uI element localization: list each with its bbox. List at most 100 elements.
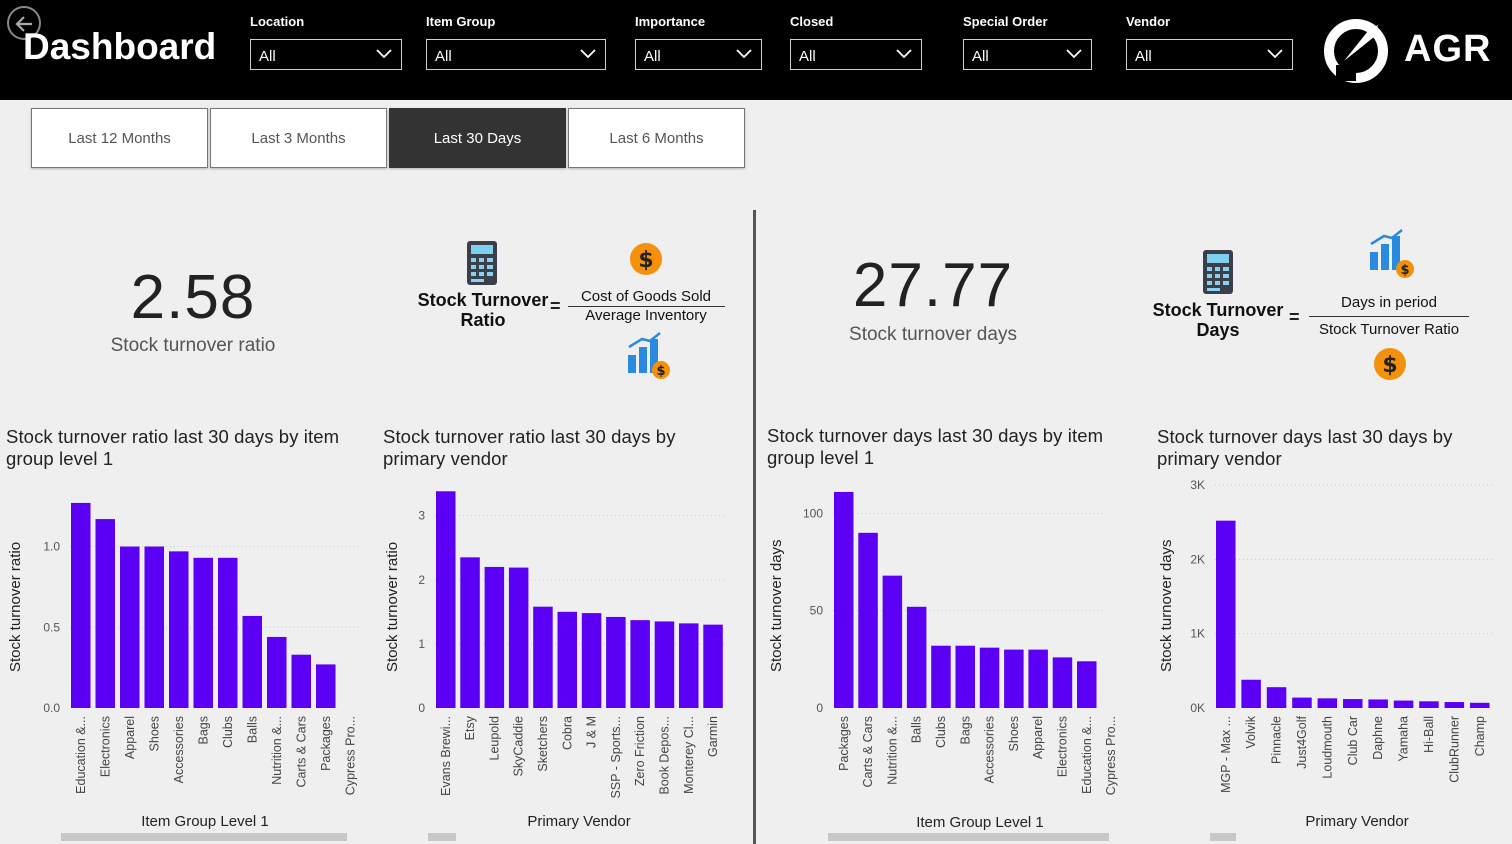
dropdown-value: All [435, 48, 452, 65]
bar[interactable] [1266, 687, 1287, 708]
bar[interactable] [436, 491, 456, 708]
bar[interactable] [1393, 700, 1414, 708]
chart-3-scrollbar[interactable] [828, 833, 1109, 841]
chevron-down-icon [896, 49, 912, 59]
dropdown-value: All [644, 48, 661, 65]
bar[interactable] [1077, 661, 1097, 708]
x-tick-label: Accessories [172, 716, 186, 783]
bar[interactable] [1368, 699, 1388, 708]
dropdown-value: All [972, 48, 989, 65]
chart-3-ylabel: Stock turnover days [768, 539, 785, 672]
bar[interactable] [931, 645, 951, 708]
bar[interactable] [606, 616, 626, 708]
formula-denominator: Stock Turnover Ratio [1318, 321, 1460, 338]
bar[interactable] [508, 567, 529, 708]
y-tick-label: 0.0 [43, 701, 60, 715]
bar[interactable] [144, 546, 165, 708]
kpi-ratio-value: 2.58 [130, 263, 256, 332]
bar[interactable] [679, 623, 699, 708]
importance-dropdown[interactable]: All [635, 39, 762, 70]
bar[interactable] [858, 532, 878, 708]
x-tick-label: MGP - Max ... [1219, 716, 1233, 793]
location-dropdown[interactable]: All [250, 39, 402, 70]
x-tick-label: Bags [196, 716, 210, 745]
dropdown-value: All [799, 48, 816, 65]
chevron-down-icon [736, 49, 752, 59]
y-tick-label: 50 [810, 604, 824, 618]
y-tick-label: 2 [418, 573, 425, 587]
bar[interactable] [630, 620, 650, 708]
bar[interactable] [1241, 679, 1261, 708]
back-button[interactable] [7, 6, 41, 40]
y-tick-label: 1K [1190, 627, 1205, 641]
chart-4-scrollbar[interactable] [1210, 833, 1236, 841]
bar[interactable] [460, 557, 480, 708]
bar[interactable] [703, 624, 723, 708]
bar[interactable] [1317, 698, 1338, 708]
bar[interactable] [1444, 702, 1465, 708]
formula-ratio-name: Stock Turnover Ratio [411, 290, 555, 330]
x-tick-label: Leupold [487, 716, 501, 761]
period-last-3-months[interactable]: Last 3 Months [210, 108, 387, 168]
equals-sign: = [550, 296, 561, 316]
filter-location: Location All [250, 14, 402, 70]
bar[interactable] [955, 645, 976, 708]
bar[interactable] [533, 606, 553, 708]
bar[interactable] [906, 606, 927, 708]
x-tick-label: Carts & Cars [861, 716, 875, 788]
svg-text:$: $ [638, 248, 653, 273]
x-tick-label: Nutrition &... [885, 716, 899, 785]
y-tick-label: 1.0 [43, 540, 60, 554]
title-line: Stock turnover days last 30 days by [1157, 426, 1453, 447]
bar[interactable] [1419, 701, 1439, 708]
bar[interactable] [193, 557, 214, 708]
filter-item-group: Item Group All [426, 14, 606, 70]
bar[interactable] [267, 636, 287, 708]
bar[interactable] [1470, 702, 1490, 708]
y-tick-label: 0K [1190, 701, 1205, 715]
title-line: Stock turnover days last 30 days by item [767, 425, 1104, 446]
formula-name-line: Days [1196, 320, 1240, 340]
period-last-30-days[interactable]: Last 30 Days [389, 108, 566, 168]
bar[interactable] [316, 664, 336, 708]
bar[interactable] [484, 566, 505, 708]
bar[interactable] [1292, 697, 1312, 708]
bar[interactable] [291, 654, 312, 708]
bar[interactable] [1343, 699, 1363, 708]
chart-1-scrollbar[interactable] [61, 833, 347, 841]
x-tick-label: Just4Golf [1295, 715, 1309, 768]
bar[interactable] [242, 615, 263, 708]
x-tick-label: Accessories [983, 716, 997, 783]
bar[interactable] [120, 546, 140, 708]
chart-4-xlabel: Primary Vendor [1305, 813, 1409, 830]
bar[interactable] [1216, 520, 1236, 708]
vendor-dropdown[interactable]: All [1126, 39, 1293, 70]
bar[interactable] [169, 551, 189, 708]
bar[interactable] [1004, 649, 1024, 708]
item-group-dropdown[interactable]: All [426, 39, 606, 70]
period-last-6-months[interactable]: Last 6 Months [568, 108, 745, 168]
bar[interactable] [882, 575, 903, 708]
bar[interactable] [654, 621, 675, 708]
y-tick-label: 3K [1190, 480, 1205, 492]
special-order-dropdown[interactable]: All [963, 39, 1092, 70]
x-tick-label: J & M [585, 716, 599, 748]
bar[interactable] [218, 557, 238, 708]
bar[interactable] [979, 647, 1000, 708]
bar[interactable] [95, 519, 116, 708]
arrow-left-icon [15, 16, 32, 32]
bar[interactable] [581, 613, 602, 708]
period-last-12-months[interactable]: Last 12 Months [31, 108, 208, 168]
agr-logo-icon [1324, 19, 1388, 83]
closed-dropdown[interactable]: All [790, 39, 922, 70]
chart-1-ylabel: Stock turnover ratio [7, 541, 24, 672]
bar[interactable] [557, 611, 578, 708]
bar[interactable] [71, 502, 91, 708]
bar[interactable] [1028, 649, 1048, 708]
x-tick-label: Carts & Cars [294, 716, 308, 788]
filter-special-order: Special Order All [963, 14, 1092, 70]
x-tick-label: Loudmouth [1320, 716, 1334, 779]
bar[interactable] [1052, 657, 1073, 708]
chart-2-scrollbar[interactable] [428, 833, 456, 841]
bar[interactable] [834, 491, 854, 708]
